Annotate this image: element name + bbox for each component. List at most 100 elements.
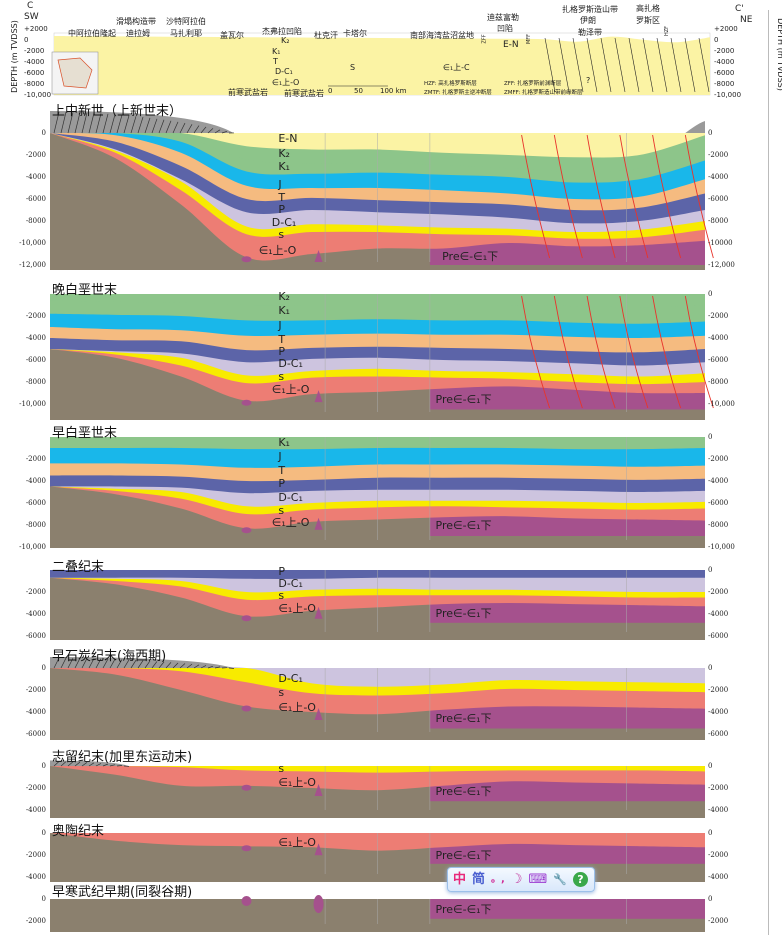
depth-tick-left: -8000 [25, 217, 46, 225]
strata-label: P [278, 345, 285, 359]
salt-intrusion [314, 843, 323, 856]
unknown-mark: ? [586, 76, 591, 85]
hatch-line [158, 119, 165, 134]
overview-fault [600, 37, 612, 93]
depth-tick-right: 0 [708, 829, 713, 837]
hatch-line [53, 111, 60, 134]
overview-depth-tick: -10,000 [24, 91, 52, 99]
strata-label: D-C₁ [278, 357, 303, 371]
ime-punctuation-button[interactable]: 。, [491, 873, 505, 885]
place-label: 滑塌构造带 [116, 17, 156, 26]
depth-tick-left: -8000 [25, 378, 46, 386]
overview-layer-label: K₁ [272, 47, 281, 56]
section-panel [50, 570, 705, 640]
place-label: 卡塔尔 [343, 29, 367, 38]
place-label: 迪兹富勒 [487, 13, 519, 22]
hatch-line [81, 112, 88, 134]
scale-label: 50 [354, 87, 363, 95]
fault-line [684, 134, 714, 259]
strata-label: P [278, 565, 285, 579]
place-label: 勒泽带 [578, 28, 602, 37]
overview-depth-tick: -8000 [24, 80, 45, 88]
hatch-line [67, 112, 74, 134]
fault-line [619, 295, 649, 409]
depth-tick-right: -2000 [708, 784, 729, 792]
salt-intrusion [241, 399, 252, 406]
section-panel [50, 437, 705, 548]
depth-tick-left: -4000 [25, 873, 46, 881]
strata-label: D-C₁ [278, 577, 303, 591]
strata-label: P [278, 477, 285, 491]
depth-tick-left: -8000 [25, 521, 46, 529]
ime-halfwidth-icon[interactable]: ☽ [510, 872, 523, 887]
strata-label: J [278, 318, 282, 332]
depth-tick-right: -8000 [708, 217, 729, 225]
ime-help-icon[interactable]: ? [572, 872, 588, 887]
ime-keyboard-icon[interactable]: ⌨ [528, 872, 548, 887]
salt-intrusion [241, 705, 252, 712]
depth-tick-left: -2000 [25, 455, 46, 463]
hatch-line [109, 659, 116, 669]
salt-intrusion [241, 896, 252, 906]
scale-label: 0 [328, 87, 333, 95]
overview-fault [544, 37, 556, 93]
depth-tick-left: -4000 [25, 477, 46, 485]
depth-tick-right: -2000 [708, 455, 729, 463]
hatch-line [123, 659, 130, 669]
fault-line [619, 134, 649, 259]
hatch-line [193, 664, 200, 669]
depth-tick-left: -12,000 [19, 261, 46, 269]
hatch-line [179, 663, 186, 669]
strata-label: Pre∈-∈₁下 [435, 903, 492, 916]
depth-tick-left: -2000 [25, 312, 46, 320]
hatch-line [116, 765, 123, 767]
hatch-line [151, 661, 158, 669]
overview-layer-label: ∈₁上-O [272, 78, 300, 87]
overview-layer [54, 36, 710, 95]
hatch-line [172, 121, 179, 134]
strata-label: Pre∈-∈₁下 [435, 519, 492, 533]
salt-label: 前寒武盐岩 [284, 89, 324, 98]
fault-line [553, 134, 583, 259]
depth-tick-right: -2000 [708, 588, 729, 596]
overview-depth-tick: -10,000 [714, 91, 742, 99]
hatch-line [102, 763, 109, 767]
strata-label: ∈₁上-O [278, 601, 316, 615]
strata-label: J [278, 177, 282, 191]
ime-chinese-mode-button[interactable]: 中 [453, 872, 467, 887]
section-panel [50, 111, 714, 270]
overview-depth-tick: -2000 [714, 47, 735, 55]
frame-border [768, 10, 769, 935]
ime-settings-wrench-icon[interactable]: 🔧 [553, 873, 567, 886]
section-panel [50, 895, 705, 932]
depth-tick-left: -2000 [25, 784, 46, 792]
section-panel [50, 760, 705, 818]
overview-layer-label: S [350, 63, 356, 72]
strata-label: Pre∈-∈₁下 [435, 392, 492, 406]
depth-tick-right: -4000 [708, 477, 729, 485]
fault-line [652, 295, 682, 409]
depth-tick-right: -4000 [708, 334, 729, 342]
strata-label: Pre∈-∈₁下 [442, 250, 499, 264]
strata-label: s [278, 589, 285, 603]
strata-label: s [278, 686, 285, 700]
salt-intrusion [241, 256, 252, 263]
hatch-line [95, 113, 102, 134]
depth-tick-right: 0 [708, 895, 713, 903]
salt-intrusion [241, 784, 252, 791]
hatch-line [214, 129, 221, 134]
ime-toolbar[interactable]: 中 简 。, ☽ ⌨ 🔧 ? [447, 867, 595, 892]
salt-intrusion [314, 250, 323, 262]
place-label: 沙特阿拉伯 [166, 17, 206, 26]
overview-fault [628, 37, 640, 93]
overview-depth-tick: +2000 [24, 25, 48, 33]
ime-simplified-button[interactable]: 简 [472, 872, 486, 887]
salt-intrusion [313, 895, 324, 913]
overview-layer-label: K₂ [281, 36, 290, 45]
strata-label: ∈₁上-O [278, 775, 316, 789]
place-label: 杜克汗 [314, 31, 338, 40]
hatch-line [81, 762, 88, 767]
place-label: 凹陷 [497, 24, 513, 33]
hatch-line [67, 761, 74, 767]
overview-depth-tick: -4000 [24, 58, 45, 66]
